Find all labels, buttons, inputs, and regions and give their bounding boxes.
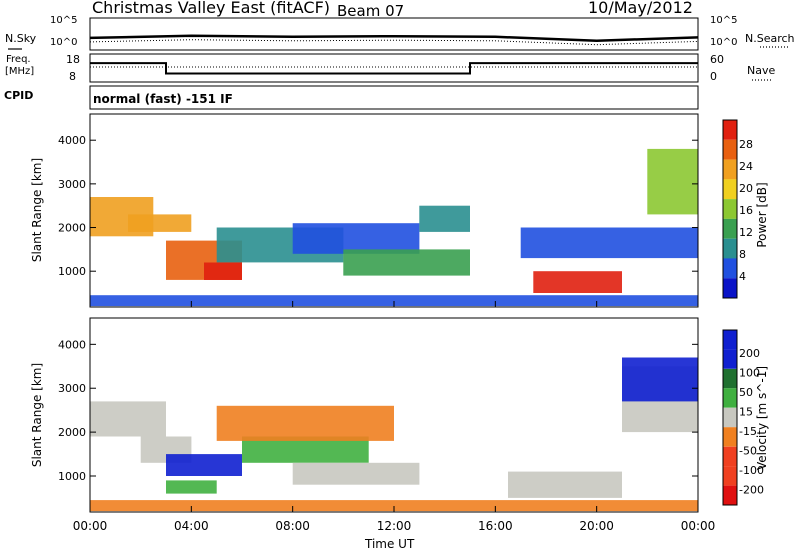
power-colorbar-tick-4: 20 xyxy=(739,182,753,195)
nsky-series-line xyxy=(89,34,699,42)
velocity-ytick-label-0: 1000 xyxy=(58,470,86,483)
x-axis-label: Time UT xyxy=(365,537,415,551)
date-label: 10/May/2012 xyxy=(588,0,693,17)
velocity-colorbar-segment-7 xyxy=(723,466,737,486)
noise-tick-right-bottom: 10^0 xyxy=(710,37,738,48)
x-tick-label-5: 20:00 xyxy=(579,519,614,533)
noise-tick-left-bottom: 10^0 xyxy=(50,37,78,48)
velocity-colorbar-segment-8 xyxy=(723,485,737,505)
velocity-ylabel: Slant Range [km] xyxy=(30,362,44,468)
power-ytick-label-0: 1000 xyxy=(58,265,86,278)
power-colorbar-segment-3 xyxy=(723,179,737,200)
power-ytick-label-2: 3000 xyxy=(58,178,86,191)
x-tick-label-2: 08:00 xyxy=(275,519,310,533)
power-colorbar-segment-6 xyxy=(723,238,737,259)
velocity-colorbar-tick-4: -15 xyxy=(739,425,757,438)
power-colorbar-tick-3: 16 xyxy=(739,204,753,217)
velocity-echo-region-7 xyxy=(508,471,622,498)
x-tick-label-6: 00:00 xyxy=(681,519,716,533)
power-colorbar-segment-0 xyxy=(723,120,737,140)
power-echo-region-11 xyxy=(90,295,698,307)
power-echo-region-9 xyxy=(520,227,698,259)
power-echo-region-8 xyxy=(533,271,622,293)
velocity-colorbar-tick-2: 50 xyxy=(739,386,753,399)
power-colorbar-tick-1: 8 xyxy=(739,248,746,261)
velocity-echo-region-6 xyxy=(216,405,394,441)
freq-series-line xyxy=(90,62,698,75)
velocity-colorbar-tick-1: 100 xyxy=(739,367,760,380)
nave-label: Nave xyxy=(747,64,776,77)
velocity-colorbar-segment-6 xyxy=(723,446,737,467)
velocity-colorbar-tick-3: 15 xyxy=(739,406,753,419)
velocity-ytick-label-1: 2000 xyxy=(58,426,86,439)
power-colorbar-tick-0: 4 xyxy=(739,270,746,283)
velocity-colorbar-segment-4 xyxy=(723,407,737,428)
freq-tick-top: 18 xyxy=(66,53,80,66)
velocity-echo-region-2 xyxy=(166,454,242,476)
velocity-colorbar-segment-5 xyxy=(723,427,737,447)
power-ytick-label-3: 4000 xyxy=(58,134,86,147)
velocity-heatmap-cells xyxy=(90,357,698,512)
velocity-colorbar-tick-7: -200 xyxy=(739,484,764,497)
freq-label: Freq. xyxy=(6,54,31,65)
cpid-panel-frame xyxy=(89,85,699,110)
velocity-echo-region-9 xyxy=(622,357,698,402)
velocity-ytick-label-2: 3000 xyxy=(58,382,86,395)
freq-tick-bottom: 8 xyxy=(69,70,76,83)
power-echo-region-10 xyxy=(647,148,698,215)
velocity-colorbar-tick-6: -100 xyxy=(739,464,764,477)
power-echo-region-1 xyxy=(128,214,192,232)
noise-tick-right-top: 10^5 xyxy=(710,15,738,26)
velocity-colorbar-tick-0: 200 xyxy=(739,347,760,360)
power-colorbar-tick-6: 28 xyxy=(739,138,753,151)
freq-unit-label: [MHz] xyxy=(5,66,35,77)
velocity-echo-region-0 xyxy=(90,401,166,437)
velocity-echo-region-5 xyxy=(292,462,420,485)
nave-tick-top: 60 xyxy=(710,53,724,66)
velocity-colorbar-segment-3 xyxy=(723,388,737,408)
nave-tick-bottom: 0 xyxy=(710,70,717,83)
freq-panel-frame xyxy=(89,53,699,83)
power-colorbar-segment-7 xyxy=(723,258,737,279)
velocity-colorbar-tick-5: -50 xyxy=(739,445,757,458)
power-heatmap-cells xyxy=(90,148,698,307)
x-tick-label-0: 00:00 xyxy=(73,519,108,533)
x-tick-label-3: 12:00 xyxy=(377,519,412,533)
power-ylabel: Slant Range [km] xyxy=(30,157,44,263)
velocity-echo-region-10 xyxy=(90,500,698,512)
power-colorbar-tick-5: 24 xyxy=(739,160,753,173)
noise-tick-left-top: 10^5 xyxy=(50,15,78,26)
power-echo-region-3 xyxy=(204,262,242,280)
velocity-colorbar-segment-1 xyxy=(723,349,737,369)
velocity-colorbar-frame xyxy=(722,329,738,506)
power-colorbar-segment-5 xyxy=(723,218,737,239)
velocity-colorbar-label: Velocity [m s^-1] xyxy=(755,365,769,471)
power-colorbar-segment-1 xyxy=(723,139,737,160)
beam-label: Beam 07 xyxy=(337,2,405,20)
x-tick-label-1: 04:00 xyxy=(174,519,209,533)
cpid-label: CPID xyxy=(4,89,34,102)
velocity-echo-region-3 xyxy=(166,480,217,494)
power-echo-region-6 xyxy=(343,249,470,276)
radar-title: Christmas Valley East (fitACF) xyxy=(92,0,331,17)
velocity-colorbar-segment-0 xyxy=(723,330,737,350)
x-tick-label-4: 16:00 xyxy=(478,519,513,533)
cpid-text: normal (fast) -151 IF xyxy=(93,92,233,106)
velocity-colorbar-segment-2 xyxy=(723,368,737,389)
power-echo-region-5 xyxy=(292,223,420,254)
power-colorbar-frame xyxy=(722,119,738,299)
power-colorbar-tick-2: 12 xyxy=(739,226,753,239)
power-colorbar-segment-2 xyxy=(723,159,737,180)
power-colorbar-segment-4 xyxy=(723,199,737,219)
power-colorbar-segment-8 xyxy=(723,278,737,298)
velocity-ytick-label-3: 4000 xyxy=(58,338,86,351)
power-colorbar-label: Power [dB] xyxy=(755,182,769,248)
nsearch-label: N.Search xyxy=(745,32,795,45)
power-echo-region-7 xyxy=(419,205,470,232)
noise-panel-frame xyxy=(89,17,699,51)
power-ytick-label-1: 2000 xyxy=(58,222,86,235)
nsky-label: N.Sky xyxy=(5,32,37,45)
